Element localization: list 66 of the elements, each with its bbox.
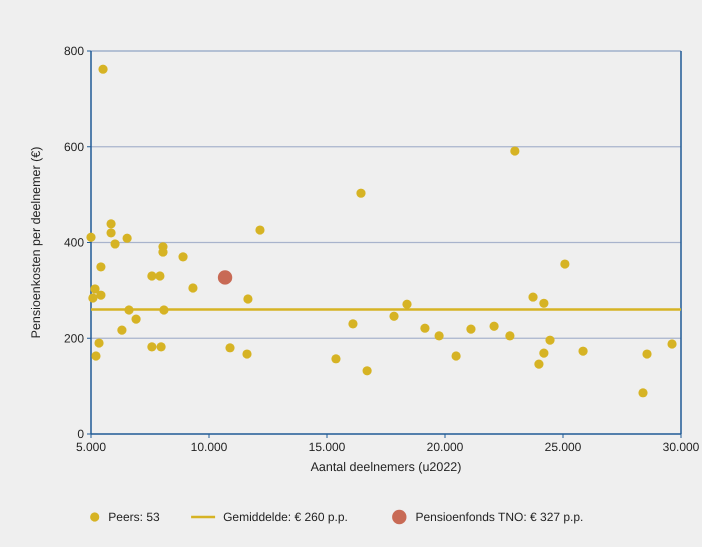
point [188,283,198,293]
x-tick-label: 25.000 [544,440,582,454]
y-tick-label: 200 [64,331,84,346]
point [489,322,499,331]
legend-label: Gemiddelde: € 260 p.p. [223,510,348,524]
point [90,284,100,294]
point [667,339,677,349]
point [642,349,652,359]
point [402,300,412,309]
point [159,305,169,315]
point [560,259,570,269]
point [451,351,461,361]
point [86,232,96,242]
x-tick-label: 15.000 [308,440,346,454]
point [356,188,366,198]
y-tick-label: 800 [64,44,84,58]
point [242,349,252,359]
point [91,351,101,361]
point [96,262,106,272]
point [122,234,132,243]
point [147,271,156,281]
point [578,346,588,356]
point [96,290,106,300]
point [94,338,104,348]
point [98,64,108,74]
x-tick-label: 10.000 [190,440,228,454]
point [178,252,188,262]
point [117,326,127,335]
point [638,388,648,398]
point [420,324,430,333]
x-axis-title: Aantal deelnemers (u2022) [310,460,462,474]
y-tick-label: 400 [64,236,84,250]
point [362,366,372,376]
x-tick-label: 20.000 [426,440,464,454]
y-tick-label: 600 [64,140,84,154]
point [545,336,555,345]
point [434,331,444,340]
point [243,294,253,304]
point [255,225,265,235]
point [331,354,341,364]
legend-label: Pensioenfonds TNO: € 327 p.p. [416,510,584,524]
point [155,271,165,281]
point [218,270,232,285]
point [106,228,116,238]
point [534,360,544,369]
point [124,305,134,315]
x-tick-label: 5.000 [76,440,106,454]
point [348,319,358,328]
point [88,293,98,303]
point [389,312,399,321]
point [528,292,538,302]
y-tick-label: 0 [77,427,84,442]
point [131,314,141,324]
legend-label: Peers: 53 [108,510,160,524]
x-tick-label: 30.000 [662,440,700,454]
point [505,331,514,340]
point [147,342,156,352]
point [466,324,476,334]
point [110,239,120,249]
point [156,342,166,352]
point [539,348,548,358]
point [106,219,116,228]
point [225,343,235,352]
y-axis-title: Pensioenkosten per deelnemer (€) [29,146,43,338]
point [539,298,548,308]
point [510,146,520,156]
